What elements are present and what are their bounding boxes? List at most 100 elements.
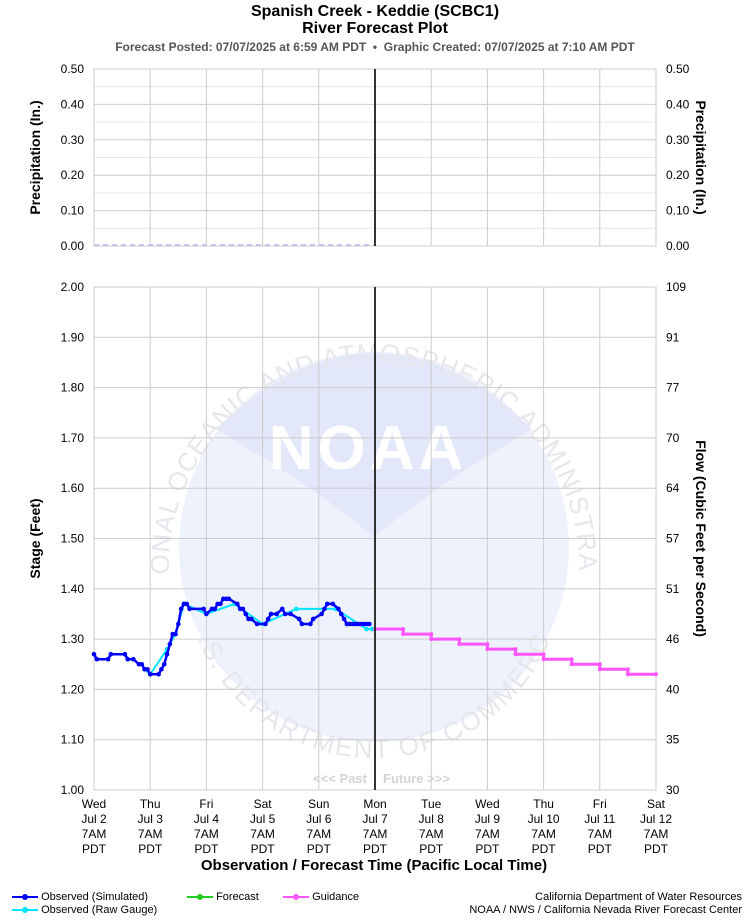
series-point [226, 596, 232, 602]
legend-observed-raw-label: Observed (Raw Gauge) [41, 904, 158, 916]
future-label: Future >>> [383, 771, 450, 786]
stage-ytick-left: 1.70 [61, 431, 85, 445]
x-tick-date: Jul 4 [194, 812, 220, 826]
series-point [204, 611, 209, 617]
stage-ytick-left: 1.30 [61, 632, 85, 646]
flow-ytick-right: 51 [666, 582, 680, 596]
precip-ylabel-right: Precipitation (In.) [693, 100, 709, 214]
x-axis-label: Observation / Forecast Time (Pacific Loc… [201, 857, 547, 874]
flow-ytick-right: 77 [666, 381, 680, 395]
x-tick-date: Jul 7 [362, 812, 388, 826]
series-point [279, 606, 285, 612]
series-point [156, 672, 161, 677]
series-point [147, 672, 153, 677]
legend-forecast-label: Forecast [216, 891, 259, 903]
x-tick-day: Thu [533, 797, 554, 811]
graphic-created-text: Graphic Created: 07/07/2025 at 7:10 AM P… [383, 40, 635, 54]
past-label: <<< Past [313, 771, 368, 786]
stage-ytick-left: 1.90 [61, 330, 85, 344]
x-tick-time: 7AM [531, 827, 556, 841]
series-point [625, 667, 630, 672]
series-point [513, 647, 518, 652]
x-tick-day: Fri [593, 797, 607, 811]
x-tick-tz: PDT [307, 842, 332, 856]
series-point [485, 647, 490, 652]
flow-ytick-right: 91 [666, 330, 680, 344]
series-point [249, 616, 254, 622]
x-tick-time: 7AM [644, 827, 669, 841]
x-tick-date: Jul 2 [81, 812, 107, 826]
precip-ytick-left: 0.20 [61, 168, 85, 182]
flow-ytick-right: 30 [666, 783, 680, 797]
x-tick-day: Thu [140, 797, 161, 811]
series-point [243, 611, 249, 617]
precip-ytick-right: 0.20 [666, 168, 690, 182]
precip-ylabel-left: Precipitation (In.) [27, 100, 43, 214]
series-point [178, 606, 184, 612]
series-point [282, 611, 288, 617]
legend-forecast-swatch [187, 894, 213, 901]
precip-ytick-right: 0.10 [666, 204, 690, 218]
series-point [319, 611, 324, 617]
series-point [161, 661, 167, 667]
series-point [569, 662, 574, 667]
subtitle-separator: • [372, 40, 378, 54]
stage-ytick-left: 2.00 [61, 280, 85, 294]
stage-ytick-left: 1.00 [61, 783, 85, 797]
precip-ytick-left: 0.50 [61, 62, 85, 76]
series-point [218, 601, 223, 607]
series-point [139, 661, 145, 667]
x-tick-day: Sat [647, 797, 666, 811]
posted-created-line: Forecast Posted: 07/07/2025 at 6:59 AM P… [0, 40, 750, 54]
series-point [429, 632, 434, 637]
series-point [145, 666, 150, 672]
x-tick-day: Wed [82, 797, 106, 811]
series-point [173, 631, 178, 637]
series-point [541, 657, 546, 662]
legend-forecast: Forecast [187, 891, 259, 903]
series-point [268, 611, 274, 617]
precip-ytick-left: 0.10 [61, 204, 85, 218]
series-point [338, 611, 344, 617]
x-tick-date: Jul 11 [584, 812, 615, 826]
x-tick-day: Mon [363, 797, 386, 811]
watermark-logo-text: NOAA [269, 414, 468, 483]
series-point [625, 672, 630, 677]
stage-ytick-left: 1.10 [61, 733, 85, 747]
series-point [341, 616, 347, 622]
x-tick-tz: PDT [138, 842, 163, 856]
flow-ytick-right: 57 [666, 532, 680, 546]
x-tick-time: 7AM [306, 827, 331, 841]
chart-title: Spanish Creek - Keddie (SCBC1) [250, 3, 500, 20]
flow-ytick-right: 46 [666, 632, 680, 646]
series-point [263, 621, 268, 627]
x-tick-day: Tue [421, 797, 442, 811]
x-tick-time: 7AM [363, 827, 388, 841]
precip-ytick-right: 0.00 [666, 239, 690, 253]
flow-ytick-right: 109 [666, 280, 686, 294]
x-tick-date: Jul 12 [640, 812, 672, 826]
forecast-posted-text: Forecast Posted: 07/07/2025 at 6:59 AM P… [115, 40, 367, 54]
x-tick-time: 7AM [419, 827, 444, 841]
legend-guidance-swatch [283, 894, 309, 901]
x-tick-day: Fri [199, 797, 213, 811]
series-point [429, 637, 434, 642]
series-point [212, 606, 218, 612]
x-tick-time: 7AM [475, 827, 500, 841]
x-tick-date: Jul 10 [528, 812, 560, 826]
series-point [122, 651, 128, 657]
series-point [401, 627, 406, 632]
precip-panel: 0.50 0.50 0.40 0.40 0.30 0.30 0.20 0.20 0.10 0.10… [27, 62, 709, 253]
legend-observed-raw: Observed (Raw Gauge) [12, 904, 157, 916]
stage-ytick-left: 1.40 [61, 582, 85, 596]
x-tick-tz: PDT [194, 842, 219, 856]
credit-nws: NOAA / NWS / California Nevada River For… [469, 904, 742, 916]
x-tick-tz: PDT [532, 842, 557, 856]
series-point [108, 651, 114, 657]
x-tick-tz: PDT [419, 842, 444, 856]
